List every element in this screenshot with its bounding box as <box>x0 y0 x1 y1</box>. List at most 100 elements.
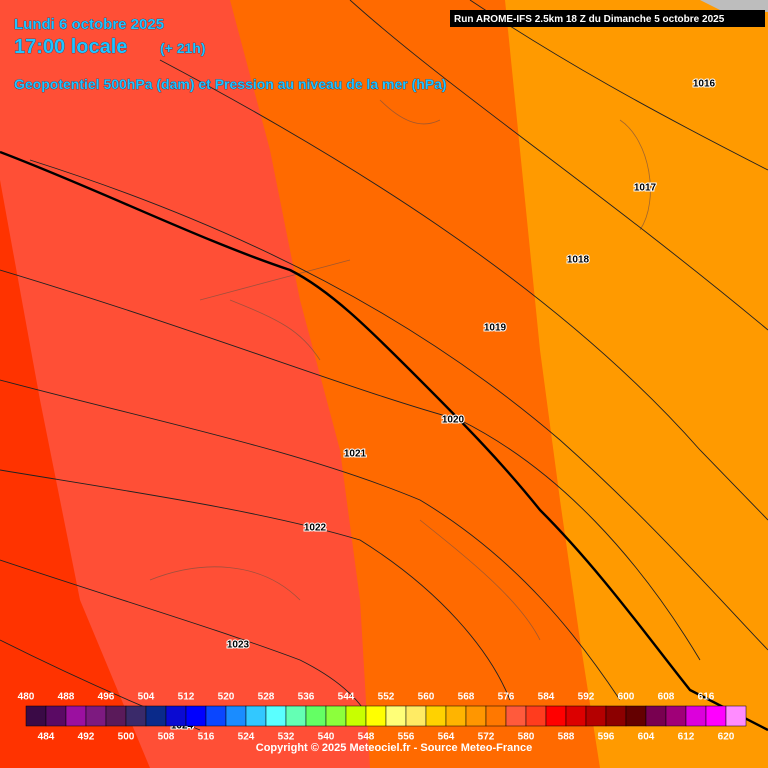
colorbar-swatch <box>145 705 167 727</box>
colorbar-label: 600 <box>618 692 635 703</box>
colorbar-label: 620 <box>718 732 735 743</box>
field-grey <box>700 0 768 12</box>
isobar <box>0 379 621 701</box>
colorbar-label: 580 <box>518 732 535 743</box>
colorbar-swatch <box>285 705 307 727</box>
isobar <box>0 469 511 701</box>
colorbar-swatch <box>305 705 327 727</box>
isobar <box>0 269 701 661</box>
border <box>149 99 651 641</box>
colorbar-label: 548 <box>358 732 375 743</box>
colorbar-swatch <box>45 705 67 727</box>
copyright: Copyright © 2025 Meteociel.fr - Source M… <box>256 742 532 754</box>
colorbar-swatch <box>425 705 447 727</box>
colorbar-swatch <box>165 705 187 727</box>
colorbar-swatch <box>65 705 87 727</box>
colorbar-swatch <box>365 705 387 727</box>
run-box <box>450 10 765 27</box>
isobar-label: 1017 <box>634 183 657 194</box>
isobar-label: 1020 <box>442 415 465 426</box>
colorbar-swatch <box>465 705 487 727</box>
isobar-label: 1023 <box>227 640 250 651</box>
isobar-label: 1022 <box>304 523 327 534</box>
colorbar-label: 616 <box>698 692 715 703</box>
colorbar-label: 520 <box>218 692 235 703</box>
colorbar-swatch <box>605 705 627 727</box>
colorbar-label: 528 <box>258 692 275 703</box>
country-border <box>0 150 768 732</box>
colorbar-swatch <box>625 705 647 727</box>
colorbar-swatch <box>685 705 707 727</box>
colorbar-label: 524 <box>238 732 255 743</box>
colorbar-swatch <box>525 705 547 727</box>
colorbar-label: 500 <box>118 732 135 743</box>
colorbar-swatch <box>665 705 687 727</box>
colorbar-label: 532 <box>278 732 295 743</box>
colorbar-swatch <box>245 705 267 727</box>
colorbar-swatch <box>265 705 287 727</box>
colorbar-label: 592 <box>578 692 595 703</box>
colorbar-label: 512 <box>178 692 195 703</box>
colorbar-swatch <box>105 705 127 727</box>
colorbar-swatch <box>545 705 567 727</box>
colorbar-label: 492 <box>78 732 95 743</box>
colorbar-swatch <box>725 705 747 727</box>
colorbar-label: 508 <box>158 732 175 743</box>
colorbar-swatch <box>705 705 727 727</box>
colorbar-label: 484 <box>38 732 55 743</box>
colorbar-label: 496 <box>98 692 115 703</box>
colorbar-label: 560 <box>418 692 435 703</box>
colorbar-label: 612 <box>678 732 695 743</box>
isobar-label: 1021 <box>344 449 367 460</box>
colorbar-swatch <box>565 705 587 727</box>
colorbar-swatch <box>205 705 227 727</box>
colorbar-label: 568 <box>458 692 475 703</box>
isobar <box>0 559 371 721</box>
colorbar-swatch <box>345 705 367 727</box>
colorbar-swatch <box>325 705 347 727</box>
colorbar-label: 480 <box>18 692 35 703</box>
colorbar-label: 544 <box>338 692 355 703</box>
lead-time: (+ 21h) <box>160 40 206 56</box>
colorbar-label: 588 <box>558 732 575 743</box>
colorbar-label: 552 <box>378 692 395 703</box>
isobar <box>29 159 768 651</box>
colorbar-swatch <box>485 705 507 727</box>
colorbar-label: 596 <box>598 732 615 743</box>
colorbar-label: 516 <box>198 732 215 743</box>
colorbar-label: 608 <box>658 692 675 703</box>
colorbar-label: 584 <box>538 692 555 703</box>
colorbar-label: 572 <box>478 732 495 743</box>
colorbar-swatch <box>225 705 247 727</box>
colorbar-swatch <box>645 705 667 727</box>
colorbar-swatch <box>85 705 107 727</box>
run-info: Run AROME-IFS 2.5km 18 Z du Dimanche 5 o… <box>454 14 725 25</box>
colorbar-label: 504 <box>138 692 155 703</box>
colorbar-label: 540 <box>318 732 335 743</box>
colorbar-label: 564 <box>438 732 455 743</box>
isobar <box>349 0 768 331</box>
colorbar: 480 488 496 504 512 520 528 536 544 552 560 568 576 5… <box>18 692 747 743</box>
colorbar-swatch <box>505 705 527 727</box>
subtitle: Geopotentiel 500hPa (dam) et Pression au… <box>14 76 447 92</box>
colorbar-label: 604 <box>638 732 655 743</box>
colorbar-swatch <box>385 705 407 727</box>
date: Lundi 6 octobre 2025 <box>14 16 164 33</box>
isobar-label: 1018 <box>567 255 590 266</box>
isobar-label: 1019 <box>484 323 507 334</box>
colorbar-label: 556 <box>398 732 415 743</box>
colorbar-swatch <box>585 705 607 727</box>
colorbar-swatch <box>185 705 207 727</box>
colorbar-label: 576 <box>498 692 515 703</box>
time: 17:00 locale <box>14 36 127 58</box>
colorbar-swatch <box>405 705 427 727</box>
isobar-label: 1016 <box>693 79 716 90</box>
field-dark-red <box>0 180 150 768</box>
field-red <box>0 0 370 768</box>
isobar <box>159 59 768 521</box>
colorbar-swatch <box>125 705 147 727</box>
colorbar-swatch <box>25 705 47 727</box>
colorbar-label: 488 <box>58 692 75 703</box>
colorbar-swatch <box>445 705 467 727</box>
